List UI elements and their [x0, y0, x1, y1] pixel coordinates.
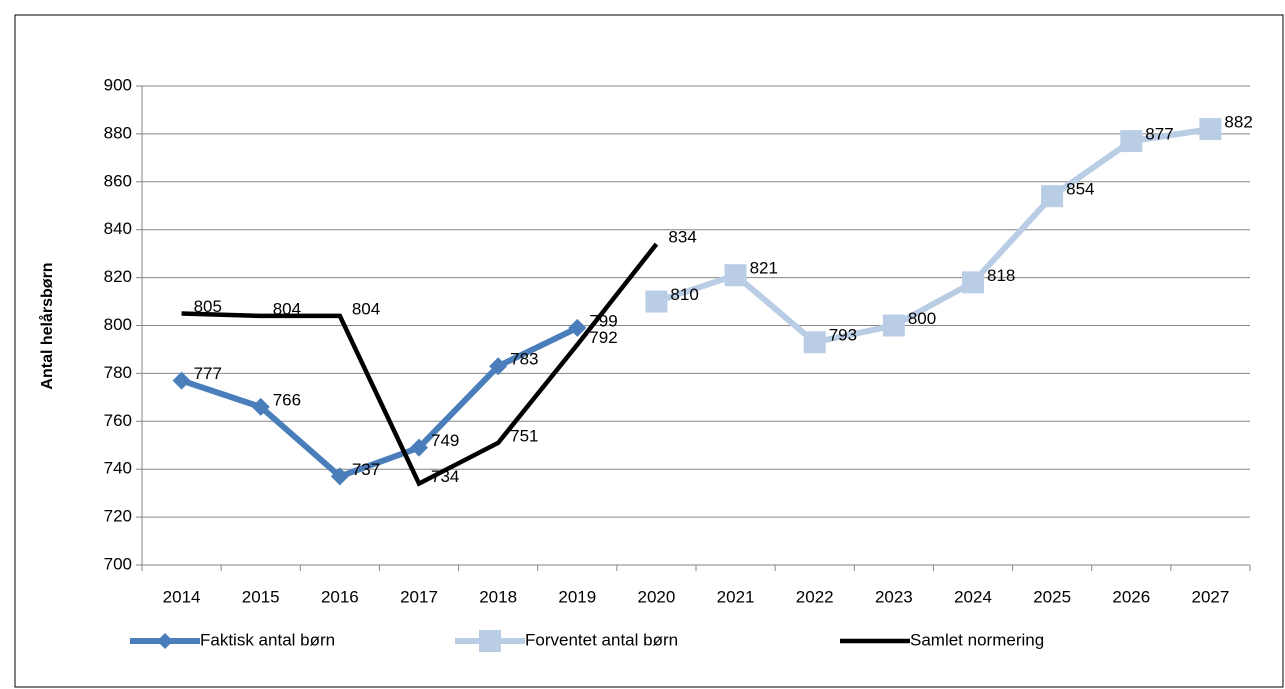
data-label: 800 — [908, 309, 936, 328]
square-marker — [724, 264, 747, 287]
series-line — [181, 242, 659, 487]
x-tick-label: 2016 — [321, 587, 359, 606]
diamond-marker — [157, 633, 173, 649]
square-marker — [882, 314, 905, 337]
series-line — [655, 126, 1211, 346]
data-label: 804 — [352, 299, 380, 318]
diamond-marker — [330, 467, 349, 486]
y-tick-label: 760 — [104, 411, 132, 430]
x-tick-label: 2023 — [875, 587, 913, 606]
x-tick-label: 2024 — [954, 587, 992, 606]
square-marker — [1199, 118, 1222, 141]
x-tick-label: 2015 — [242, 587, 280, 606]
x-tick-label: 2018 — [479, 587, 517, 606]
y-tick-label: 800 — [104, 315, 132, 334]
diamond-marker — [568, 318, 587, 337]
y-tick-label: 840 — [104, 219, 132, 238]
y-tick-label: 780 — [104, 363, 132, 382]
data-label: 749 — [431, 431, 459, 450]
legend-label: Faktisk antal børn — [200, 630, 335, 649]
square-marker — [645, 290, 668, 313]
data-label: 766 — [273, 390, 301, 409]
legend-label: Forventet antal børn — [525, 630, 678, 649]
data-label: 792 — [589, 328, 617, 347]
data-label: 777 — [194, 364, 222, 383]
y-tick-label: 720 — [104, 507, 132, 526]
legend-label: Samlet normering — [910, 630, 1044, 649]
data-label: 877 — [1145, 125, 1173, 144]
square-marker — [479, 630, 501, 652]
data-label: 882 — [1224, 113, 1252, 132]
y-tick-label: 880 — [104, 123, 132, 142]
x-tick-label: 2020 — [638, 587, 676, 606]
y-tick-label: 860 — [104, 171, 132, 190]
x-tick-label: 2017 — [400, 587, 438, 606]
square-marker — [1120, 130, 1143, 153]
y-axis-label: Antal helårsbørn — [38, 262, 56, 389]
y-tick-label: 900 — [104, 75, 132, 94]
square-marker — [1041, 185, 1064, 208]
data-label: 793 — [829, 326, 857, 345]
x-tick-label: 2025 — [1033, 587, 1071, 606]
data-label: 734 — [431, 467, 459, 486]
diamond-marker — [489, 357, 508, 376]
data-label: 818 — [987, 266, 1015, 285]
data-label: 737 — [352, 460, 380, 479]
data-label: 804 — [273, 299, 301, 318]
x-tick-label: 2019 — [558, 587, 596, 606]
y-tick-label: 820 — [104, 267, 132, 286]
data-label: 834 — [668, 228, 696, 247]
x-tick-label: 2014 — [163, 587, 201, 606]
square-marker — [962, 271, 984, 294]
diamond-marker — [410, 438, 428, 457]
y-tick-label: 700 — [104, 554, 132, 573]
data-label: 805 — [194, 297, 222, 316]
square-marker — [803, 331, 826, 354]
x-tick-label: 2026 — [1112, 587, 1150, 606]
series-line — [180, 325, 579, 480]
chart-frame — [14, 14, 1284, 688]
y-tick-label: 740 — [104, 459, 132, 478]
data-label: 799 — [589, 311, 617, 330]
diamond-marker — [251, 397, 270, 416]
data-label: 821 — [750, 259, 778, 278]
data-label: 751 — [510, 426, 538, 445]
x-tick-label: 2021 — [717, 587, 755, 606]
data-label: 783 — [510, 350, 538, 369]
diamond-marker — [172, 371, 191, 390]
x-tick-label: 2022 — [796, 587, 834, 606]
x-tick-label: 2027 — [1192, 587, 1230, 606]
data-label: 854 — [1066, 180, 1094, 199]
data-label: 810 — [670, 285, 698, 304]
